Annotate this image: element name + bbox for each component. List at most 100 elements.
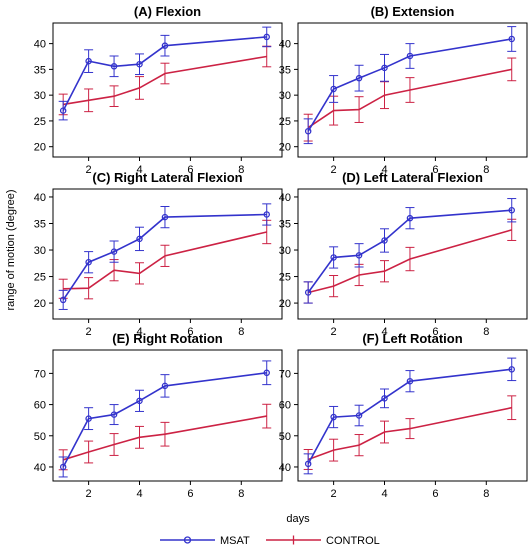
panel-d-left-lateral-flexion-ytick-label: 30 bbox=[279, 245, 291, 257]
panel-b-extension-xtick-label: 2 bbox=[331, 164, 337, 176]
panel-f-left-rotation-xtick-label: 4 bbox=[381, 488, 387, 500]
panel-f-left-rotation-series-msat-point bbox=[304, 460, 312, 468]
panel-a-flexion-series-msat-point bbox=[59, 107, 67, 114]
y-axis-label: range of motion (degree) bbox=[5, 189, 17, 310]
panel-b-extension-series-msat-line bbox=[307, 38, 512, 132]
panel-e-right-rotation-xtick-label: 8 bbox=[238, 488, 244, 500]
panel-e-right-rotation-ytick-label: 40 bbox=[34, 462, 46, 474]
panel-d-left-lateral-flexion-ytick-label: 20 bbox=[279, 298, 291, 310]
panel-a-flexion-series-msat bbox=[58, 26, 272, 121]
panel-c-right-lateral-flexion-series-control bbox=[58, 219, 272, 300]
panel-b-extension-series-msat-point bbox=[406, 52, 414, 60]
panel-e-right-rotation-ytick-label: 60 bbox=[34, 400, 46, 412]
panel-b-extension-frame bbox=[297, 22, 528, 158]
panel-f-left-rotation-series-control-line bbox=[307, 406, 512, 461]
panel-f-left-rotation-series-msat-point bbox=[406, 377, 414, 385]
legend-msat-label: MSAT bbox=[220, 535, 250, 547]
panel-a-flexion-ytick-label: 20 bbox=[34, 142, 46, 154]
panel-a-flexion-series-msat-point bbox=[161, 42, 169, 49]
panel-a-flexion-ytick-label: 25 bbox=[34, 116, 46, 128]
panel-d-left-lateral-flexion-xtick-label: 8 bbox=[483, 326, 489, 338]
panel-c-right-lateral-flexion-ytick-label: 25 bbox=[34, 272, 46, 284]
panel-a-flexion-series-msat-point bbox=[85, 57, 92, 65]
panel-f-left-rotation-series-msat-point bbox=[381, 395, 388, 402]
panel-c-right-lateral-flexion-series-msat-point bbox=[110, 248, 118, 255]
panel-b-extension-ytick-label: 35 bbox=[279, 64, 291, 76]
panel-a-flexion-xtick-label: 4 bbox=[136, 164, 142, 176]
panel-b-extension-series-control bbox=[303, 57, 517, 142]
panel-b-extension-series-msat-point bbox=[330, 85, 337, 93]
panel-a-flexion-xtick-label: 8 bbox=[238, 164, 244, 176]
panel-a-flexion: (A) Flexion 20 25 30 35 40 2 4 6 8 bbox=[34, 4, 283, 176]
panel-a-flexion-frame bbox=[52, 22, 283, 158]
panel-b-extension-series-msat-point bbox=[508, 35, 515, 43]
panel-c-right-lateral-flexion-series-msat-point bbox=[263, 211, 270, 218]
panel-c-right-lateral-flexion: (C) Right Lateral Flexion 20 25 30 35 40 2 4 6 8 bbox=[34, 170, 283, 338]
panel-e-right-rotation: (E) Right Rotation 40 50 60 70 2 4 6 8 bbox=[34, 331, 283, 500]
panel-f-left-rotation-ytick-label: 60 bbox=[279, 400, 291, 412]
panel-d-left-lateral-flexion-series-msat bbox=[303, 198, 517, 304]
panel-f-left-rotation-xtick-label: 8 bbox=[483, 488, 489, 500]
panel-e-right-rotation-frame bbox=[52, 349, 283, 482]
panel-c-right-lateral-flexion-ytick-label: 40 bbox=[34, 192, 46, 204]
panel-b-extension-series-control-line bbox=[307, 68, 512, 129]
panel-e-right-rotation-xtick-label: 4 bbox=[136, 488, 142, 500]
panel-d-left-lateral-flexion-series-msat-point bbox=[508, 206, 515, 214]
panel-f-left-rotation-ytick-label: 70 bbox=[279, 368, 291, 380]
panel-c-right-lateral-flexion-ytick-label: 20 bbox=[34, 298, 46, 310]
panel-a-flexion-xtick-label: 2 bbox=[86, 164, 92, 176]
panel-f-left-rotation-series-msat-point bbox=[330, 413, 337, 421]
panel-e-right-rotation-ytick-label: 50 bbox=[34, 431, 46, 443]
panel-f-left-rotation-ytick-label: 50 bbox=[279, 431, 291, 443]
panel-f-left-rotation-series-control bbox=[303, 395, 517, 470]
panel-b-extension-series-msat-point bbox=[381, 64, 388, 72]
panel-d-left-lateral-flexion-xtick-label: 4 bbox=[381, 326, 387, 338]
panel-c-right-lateral-flexion-series-msat-point bbox=[136, 235, 143, 243]
panel-e-right-rotation-title: (E) Right Rotation bbox=[112, 331, 223, 346]
panel-c-right-lateral-flexion-series-msat-point bbox=[85, 258, 92, 266]
panel-e-right-rotation-ytick-label: 70 bbox=[34, 368, 46, 380]
panel-d-left-lateral-flexion-ytick-label: 40 bbox=[279, 192, 291, 204]
panel-e-right-rotation-series-msat-point bbox=[59, 463, 67, 471]
panel-a-flexion-xtick-label: 6 bbox=[187, 164, 193, 176]
panel-e-right-rotation-xtick-label: 2 bbox=[86, 488, 92, 500]
panel-b-extension-series-msat bbox=[303, 26, 517, 145]
panel-e-right-rotation-series-control bbox=[58, 403, 272, 471]
panel-b-extension: (B) Extension 20 25 30 35 40 2 4 6 8 bbox=[279, 4, 528, 176]
panel-a-flexion-series-control bbox=[58, 45, 272, 116]
panel-e-right-rotation-series-msat-point bbox=[161, 382, 169, 390]
panel-a-flexion-ytick-label: 30 bbox=[34, 90, 46, 102]
panel-b-extension-ytick-label: 20 bbox=[279, 142, 291, 154]
panel-f-left-rotation: (F) Left Rotation 40 50 60 70 2 4 6 8 bbox=[279, 331, 528, 500]
panel-e-right-rotation-series-msat-point bbox=[136, 397, 143, 405]
panel-a-flexion-series-msat-point bbox=[136, 60, 143, 68]
panel-b-extension-xtick-label: 6 bbox=[432, 164, 438, 176]
panel-f-left-rotation-series-msat-point bbox=[508, 366, 515, 373]
panel-d-left-lateral-flexion-xtick-label: 6 bbox=[432, 326, 438, 338]
panel-f-left-rotation-title: (F) Left Rotation bbox=[362, 331, 462, 346]
panel-b-extension-series-msat-point bbox=[355, 74, 363, 82]
panel-d-left-lateral-flexion-series-msat-point bbox=[304, 289, 312, 296]
panel-d-left-lateral-flexion-series-msat-point bbox=[330, 254, 337, 261]
panel-e-right-rotation-series-msat-point bbox=[110, 411, 118, 418]
panel-e-right-rotation-series-msat-line bbox=[62, 372, 267, 468]
panel-a-flexion-series-msat-line bbox=[62, 36, 267, 111]
panel-c-right-lateral-flexion-xtick-label: 8 bbox=[238, 326, 244, 338]
panel-b-extension-ytick-label: 25 bbox=[279, 116, 291, 128]
panel-d-left-lateral-flexion-ytick-label: 25 bbox=[279, 272, 291, 284]
panel-c-right-lateral-flexion-xtick-label: 6 bbox=[187, 326, 193, 338]
panel-d-left-lateral-flexion-series-control bbox=[303, 218, 517, 304]
panel-f-left-rotation-frame bbox=[297, 349, 528, 482]
legend-control-label: CONTROL bbox=[326, 535, 380, 547]
panel-d-left-lateral-flexion-ytick-label: 35 bbox=[279, 218, 291, 230]
panel-c-right-lateral-flexion-series-msat bbox=[58, 203, 272, 310]
panel-f-left-rotation-xtick-label: 6 bbox=[432, 488, 438, 500]
panel-b-extension-title: (B) Extension bbox=[371, 4, 455, 19]
panel-e-right-rotation-series-msat-point bbox=[263, 369, 270, 377]
panel-b-extension-ytick-label: 40 bbox=[279, 39, 291, 51]
panel-e-right-rotation-series-msat bbox=[58, 360, 272, 478]
panel-a-flexion-ytick-label: 40 bbox=[34, 39, 46, 51]
legend-msat-marker bbox=[183, 536, 192, 544]
panel-d-left-lateral-flexion-series-msat-point bbox=[355, 252, 363, 259]
